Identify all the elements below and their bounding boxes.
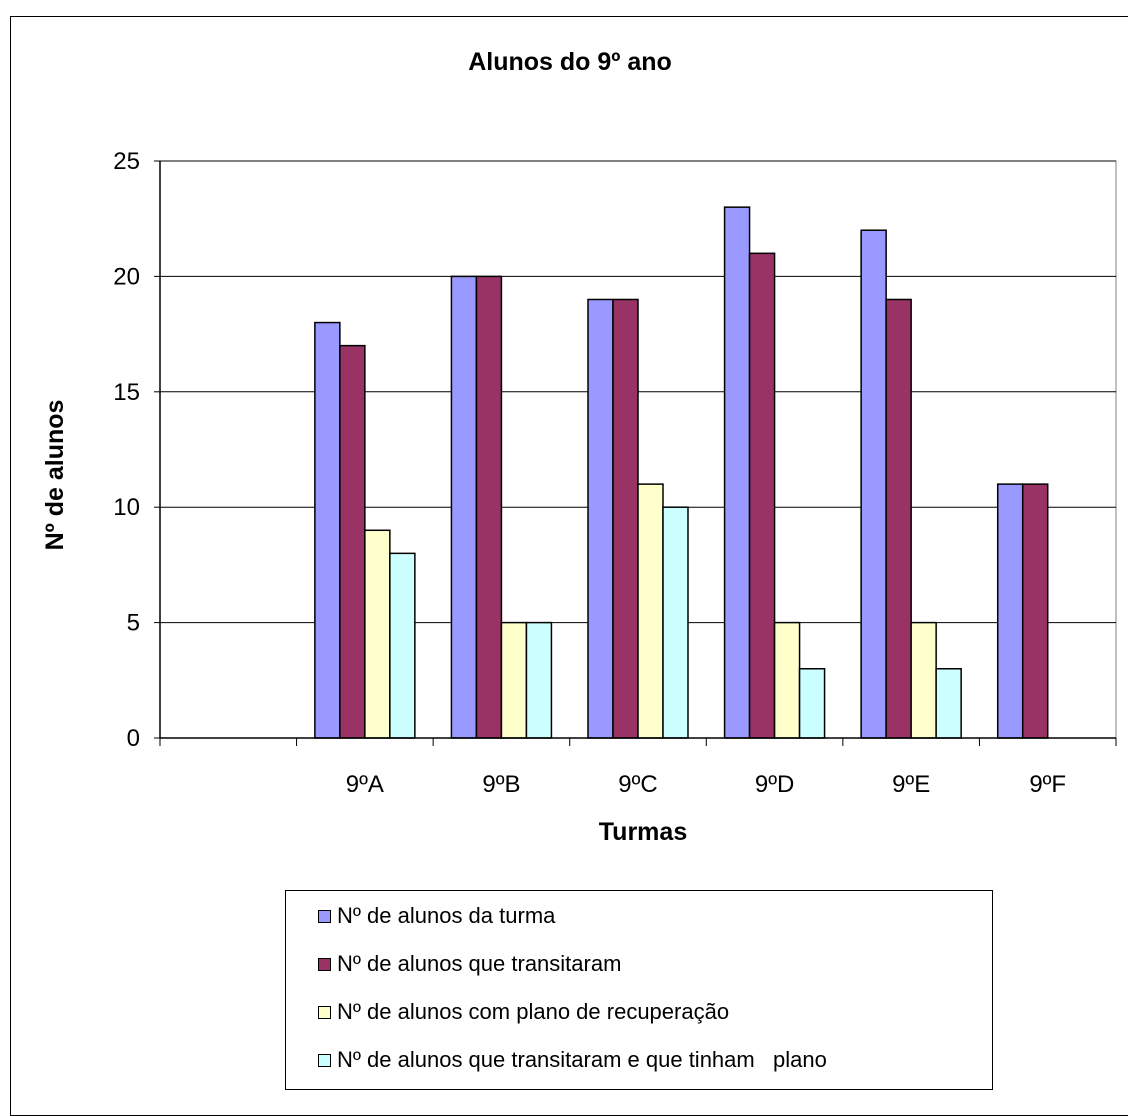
- legend-swatch: [318, 909, 331, 923]
- y-tick-label: 0: [127, 725, 140, 752]
- x-tick-label: 9ºB: [482, 771, 520, 798]
- legend-item: Nº de alunos que transitaram: [318, 949, 621, 979]
- bar: [475, 275, 503, 739]
- bar: [637, 483, 664, 739]
- legend-label: Nº de alunos que transitaram e que tinha…: [337, 1047, 827, 1072]
- legend-swatch: [318, 1053, 331, 1067]
- bar: [885, 298, 912, 739]
- y-tick-label: 25: [113, 148, 140, 175]
- legend-item: Nº de alunos da turma: [318, 901, 555, 931]
- bar: [662, 506, 689, 739]
- x-tick-label: 9ºF: [1029, 771, 1066, 798]
- x-tick-label: 9ºD: [755, 771, 794, 798]
- x-axis-label: Turmas: [599, 818, 687, 846]
- bar: [587, 298, 614, 739]
- bar: [612, 298, 639, 739]
- y-tick-label: 10: [113, 494, 140, 521]
- y-axis-label: Nº de alunos: [41, 400, 69, 551]
- legend-label: Nº de alunos que transitaram: [337, 951, 622, 976]
- bar: [525, 621, 553, 739]
- bar: [935, 668, 962, 739]
- bar: [773, 621, 801, 739]
- y-tick-label: 5: [127, 610, 140, 637]
- bar: [910, 621, 937, 739]
- bar: [500, 621, 528, 739]
- bar: [450, 275, 478, 739]
- x-tick-label: 9ºE: [892, 771, 930, 798]
- legend-item: Nº de alunos com plano de recuperação: [318, 997, 729, 1027]
- bar: [314, 321, 341, 739]
- bar: [1021, 483, 1049, 739]
- plot-area: 0 5 10 15 20 25 9ºA 9ºB 9ºC 9ºD 9ºE 9ºF: [113, 148, 1117, 798]
- legend-label: Nº de alunos com plano de recuperação: [337, 999, 730, 1024]
- bar: [364, 529, 391, 739]
- bar-chart: Alunos do 9º ano 0 5 10 15 20 25 9ºA 9ºB 9ºC 9ºD 9…: [41, 48, 1117, 846]
- bar: [860, 229, 887, 739]
- y-tick-label: 20: [113, 263, 140, 290]
- x-tick-label: 9ºA: [346, 771, 384, 798]
- bar: [723, 206, 751, 739]
- y-tick-label: 15: [113, 379, 140, 406]
- x-tick-label: 9ºC: [618, 771, 657, 798]
- chart-legend: Nº de alunos da turma Nº de alunos que t…: [285, 890, 993, 1090]
- legend-swatch: [318, 957, 331, 971]
- legend-swatch: [318, 1005, 331, 1019]
- bar: [748, 252, 776, 739]
- legend-item: Nº de alunos que transitaram e que tinha…: [318, 1045, 827, 1075]
- bar: [389, 552, 416, 739]
- bar: [996, 483, 1024, 739]
- bar: [339, 344, 366, 739]
- bar: [798, 668, 826, 739]
- chart-title: Alunos do 9º ano: [468, 48, 672, 76]
- legend-label: Nº de alunos da turma: [337, 903, 556, 928]
